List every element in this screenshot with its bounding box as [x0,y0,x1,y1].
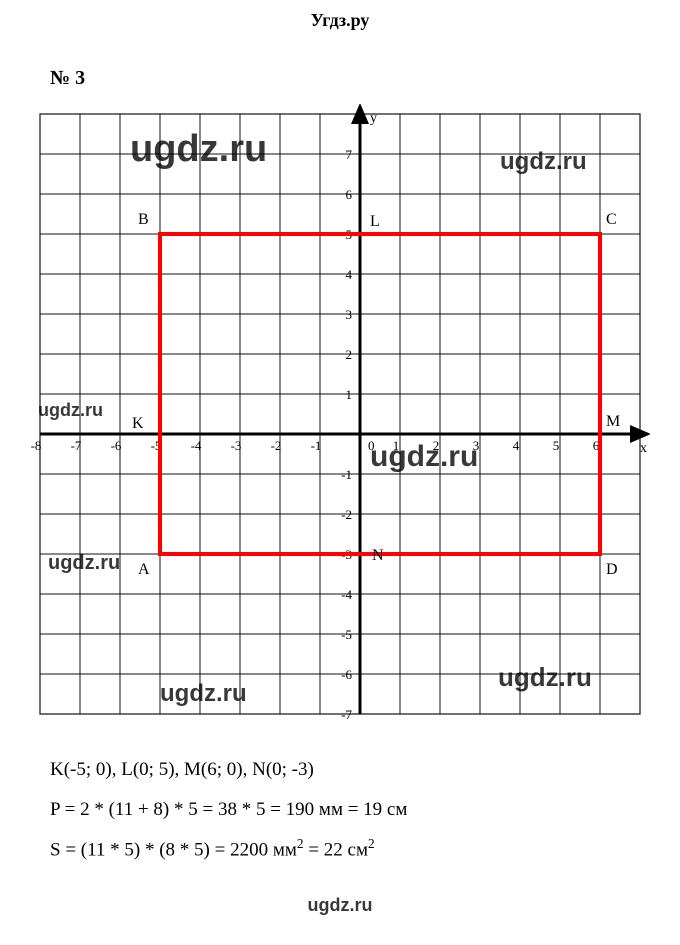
svg-text:-3: -3 [231,438,242,453]
svg-text:-7: -7 [341,707,352,722]
svg-text:-4: -4 [191,438,202,453]
svg-text:-2: -2 [341,507,352,522]
svg-text:4: 4 [346,267,353,282]
svg-text:-8: -8 [31,438,42,453]
svg-text:-4: -4 [341,587,352,602]
area-exp2: 2 [368,836,375,851]
svg-text:3: 3 [346,307,353,322]
svg-text:C: C [606,211,617,228]
svg-text:B: B [138,211,149,228]
solution-perimeter: P = 2 * (11 + 8) * 5 = 38 * 5 = 190 мм =… [50,791,680,829]
site-header: Угдз.ру [0,0,680,31]
svg-text:2: 2 [433,438,440,453]
svg-text:6: 6 [346,187,353,202]
svg-text:x: x [640,441,647,456]
area-prefix: S = (11 * 5) * (8 * 5) = 2200 мм [50,839,297,860]
svg-text:-6: -6 [111,438,122,453]
svg-text:7: 7 [346,147,353,162]
svg-text:-1: -1 [311,438,322,453]
solution-coords: K(-5; 0), L(0; 5), M(6; 0), N(0; -3) [50,751,680,789]
svg-text:N: N [372,547,384,564]
coordinate-chart: -8-7-6-5-4-3-2-10123456-7-6-5-4-3-2-1123… [30,104,650,729]
svg-text:y: y [370,111,377,126]
svg-text:3: 3 [473,438,480,453]
svg-text:K: K [132,415,144,432]
svg-text:1: 1 [393,438,400,453]
grid-svg: -8-7-6-5-4-3-2-10123456-7-6-5-4-3-2-1123… [30,104,650,729]
solution-block: K(-5; 0), L(0; 5), M(6; 0), N(0; -3) P =… [50,751,680,869]
svg-text:-2: -2 [271,438,282,453]
area-mid: = 22 см [304,839,368,860]
problem-number: № 3 [50,67,680,90]
svg-text:-1: -1 [341,467,352,482]
area-exp1: 2 [297,836,304,851]
svg-text:-7: -7 [71,438,82,453]
svg-text:1: 1 [346,387,353,402]
svg-text:L: L [370,213,380,230]
svg-text:D: D [606,561,618,578]
svg-text:-5: -5 [341,627,352,642]
svg-text:-6: -6 [341,667,352,682]
svg-text:A: A [138,561,150,578]
svg-text:0: 0 [368,438,375,453]
footer-watermark: ugdz.ru [0,895,680,916]
svg-text:5: 5 [553,438,560,453]
svg-text:4: 4 [513,438,520,453]
solution-area: S = (11 * 5) * (8 * 5) = 2200 мм2 = 22 с… [50,831,680,869]
svg-text:M: M [606,413,620,430]
svg-text:2: 2 [346,347,353,362]
